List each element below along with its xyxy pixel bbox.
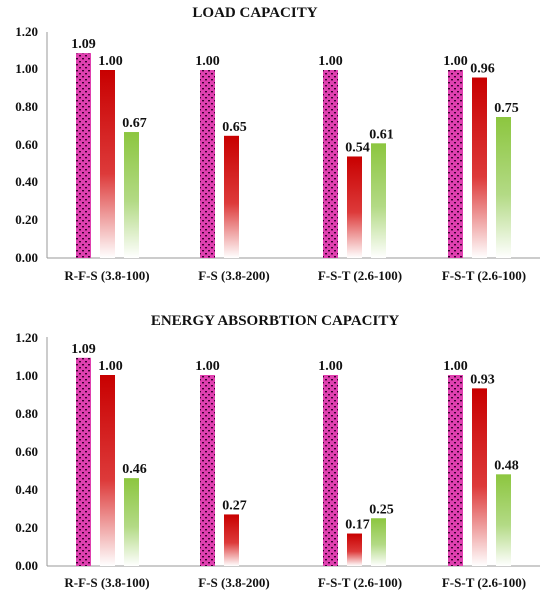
bar-series-2 bbox=[224, 514, 239, 566]
x-tick-label: F-S-T (2.6-100) bbox=[318, 575, 402, 590]
data-label: 1.09 bbox=[71, 342, 96, 357]
bar-series-1 bbox=[448, 375, 463, 566]
bar-series-2 bbox=[100, 70, 115, 258]
data-label: 1.00 bbox=[318, 54, 343, 69]
x-tick-label: R-F-S (3.8-100) bbox=[64, 268, 149, 283]
data-labels: 1.091.000.671.000.651.000.540.611.000.96… bbox=[71, 37, 519, 155]
y-tick-label: 1.20 bbox=[15, 24, 38, 39]
y-axis: 0.00 0.20 0.40 0.60 0.80 1.00 1.20 bbox=[15, 330, 48, 573]
bar-series-1 bbox=[76, 53, 91, 258]
data-label: 0.54 bbox=[345, 140, 370, 155]
bar-series-3 bbox=[124, 478, 139, 566]
y-tick-label: 0.40 bbox=[15, 482, 38, 497]
data-label: 1.09 bbox=[71, 37, 96, 52]
data-label: 0.96 bbox=[470, 62, 495, 77]
bar-series-1 bbox=[323, 375, 338, 566]
bar-series-3 bbox=[371, 518, 386, 566]
x-tick-label: F-S (3.8-200) bbox=[198, 575, 270, 590]
y-tick-label: 0.00 bbox=[15, 558, 38, 573]
data-label: 1.00 bbox=[443, 54, 468, 69]
bar-series-1 bbox=[200, 70, 215, 258]
chart-panel-energy: ENERGY ABSORBTION CAPACITY 0.00 0.20 0.4… bbox=[15, 313, 540, 590]
data-label: 0.17 bbox=[345, 518, 370, 533]
bar-series-2 bbox=[472, 388, 487, 566]
bar-series-3 bbox=[496, 474, 511, 566]
y-tick-label: 0.40 bbox=[15, 174, 38, 189]
chart-panel-load: LOAD CAPACITY 0.00 0.20 0.40 0.60 0.80 1… bbox=[15, 5, 540, 283]
bar-series-3 bbox=[124, 132, 139, 258]
bar-series-2 bbox=[347, 533, 362, 566]
y-tick-label: 1.20 bbox=[15, 330, 38, 345]
data-label: 1.00 bbox=[443, 359, 468, 374]
x-tick-labels: R-F-S (3.8-100) F-S (3.8-200) F-S-T (2.6… bbox=[64, 575, 526, 590]
bar-series-2 bbox=[472, 77, 487, 259]
y-tick-label: 0.60 bbox=[15, 444, 38, 459]
data-label: 0.75 bbox=[494, 101, 519, 116]
y-tick-label: 0.00 bbox=[15, 250, 38, 265]
data-label: 0.48 bbox=[494, 458, 519, 473]
data-label: 0.67 bbox=[122, 116, 147, 131]
bar-series-2 bbox=[224, 135, 239, 258]
y-axis: 0.00 0.20 0.40 0.60 0.80 1.00 1.20 bbox=[15, 24, 48, 265]
bar-series-3 bbox=[496, 117, 511, 258]
y-tick-label: 0.20 bbox=[15, 520, 38, 535]
y-tick-label: 1.00 bbox=[15, 368, 38, 383]
bar-series-3 bbox=[371, 143, 386, 258]
data-label: 1.00 bbox=[318, 359, 343, 374]
y-tick-label: 0.20 bbox=[15, 212, 38, 227]
chart-title: LOAD CAPACITY bbox=[192, 5, 317, 21]
bar-series-2 bbox=[100, 375, 115, 566]
data-labels: 1.091.000.461.000.271.000.170.251.000.93… bbox=[71, 342, 519, 533]
bars bbox=[76, 53, 511, 259]
bar-series-2 bbox=[347, 156, 362, 258]
data-label: 1.00 bbox=[195, 54, 220, 69]
bar-series-1 bbox=[200, 375, 215, 566]
bar-series-1 bbox=[76, 357, 91, 566]
data-label: 1.00 bbox=[195, 359, 220, 374]
x-tick-label: F-S (3.8-200) bbox=[198, 268, 270, 283]
y-tick-label: 1.00 bbox=[15, 61, 38, 76]
data-label: 0.65 bbox=[222, 120, 247, 135]
data-label: 1.00 bbox=[98, 54, 123, 69]
bar-series-1 bbox=[323, 70, 338, 258]
data-label: 0.93 bbox=[470, 372, 495, 387]
y-tick-label: 0.60 bbox=[15, 137, 38, 152]
data-label: 0.27 bbox=[222, 498, 247, 513]
y-tick-label: 0.80 bbox=[15, 406, 38, 421]
data-label: 0.61 bbox=[369, 127, 394, 142]
chart-title: ENERGY ABSORBTION CAPACITY bbox=[151, 313, 400, 329]
x-tick-labels: R-F-S (3.8-100) F-S (3.8-200) F-S-T (2.6… bbox=[64, 268, 526, 283]
bars bbox=[76, 357, 511, 566]
data-label: 1.00 bbox=[98, 359, 123, 374]
x-tick-label: R-F-S (3.8-100) bbox=[64, 575, 149, 590]
x-tick-label: F-S-T (2.6-100) bbox=[318, 268, 402, 283]
data-label: 0.25 bbox=[369, 502, 394, 517]
bar-series-1 bbox=[448, 70, 463, 258]
data-label: 0.46 bbox=[122, 462, 147, 477]
x-tick-label: F-S-T (2.6-100) bbox=[442, 575, 526, 590]
x-tick-label: F-S-T (2.6-100) bbox=[442, 268, 526, 283]
y-tick-label: 0.80 bbox=[15, 99, 38, 114]
